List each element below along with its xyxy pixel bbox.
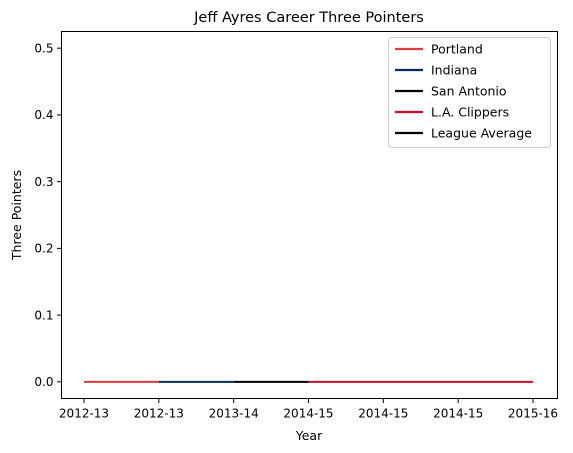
y-tick-label: 0.5: [34, 41, 53, 55]
y-tick-label: 0.0: [34, 375, 53, 389]
legend-label-indiana: Indiana: [431, 62, 477, 77]
x-tick-label: 2012-13: [59, 407, 109, 421]
y-tick-label: 0.4: [34, 108, 53, 122]
y-axis-label: Three Pointers: [9, 170, 24, 261]
x-tick-label: 2014-15: [283, 407, 333, 421]
legend-label-portland: Portland: [431, 41, 483, 56]
legend-label-l-a-clippers: L.A. Clippers: [431, 104, 509, 119]
plot-frame: [61, 31, 558, 399]
chart-title: Jeff Ayres Career Three Pointers: [193, 10, 424, 26]
y-tick-label: 0.3: [34, 175, 53, 189]
y-tick-label: 0.2: [34, 242, 53, 256]
x-tick-label: 2012-13: [134, 407, 184, 421]
legend: Portland Indiana San Antonio L.A. Clippers L…: [388, 37, 551, 148]
y-tick-label: 0.1: [34, 308, 53, 322]
legend-label-san-antonio: San Antonio: [431, 83, 507, 98]
x-tick-label: 2015-16: [508, 407, 558, 421]
x-axis: 2012-13 2012-13 2013-14 2014-15 2014-15 2014-…: [59, 398, 558, 421]
x-tick-label: 2014-15: [433, 407, 483, 421]
legend-box: [388, 37, 551, 148]
x-tick-label: 2013-14: [209, 407, 259, 421]
x-tick-label: 2014-15: [358, 407, 408, 421]
y-axis: 0.0 0.1 0.2 0.3 0.4 0.5: [34, 41, 62, 389]
legend-label-league-average: League Average: [431, 125, 532, 140]
x-axis-label: Year: [295, 428, 323, 443]
